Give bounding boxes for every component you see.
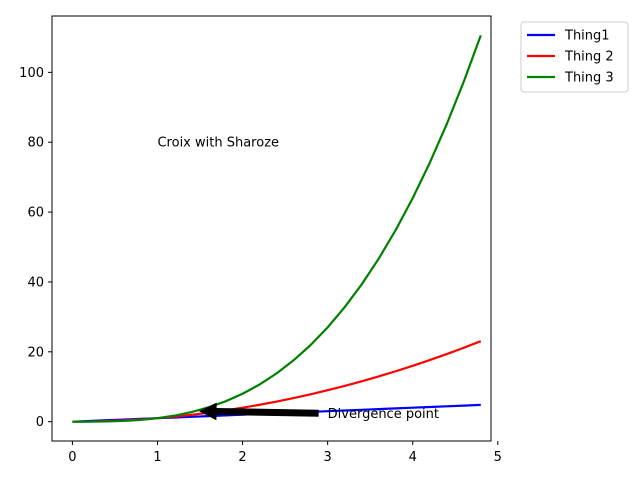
y-tick-label: 20 xyxy=(27,345,44,360)
x-tick-label: 5 xyxy=(494,450,502,465)
y-tick-label: 0 xyxy=(36,415,44,430)
legend-label: Thing1 xyxy=(564,29,610,44)
annotation-text-2: Divergence point xyxy=(328,407,439,422)
annotation-arrow-layer xyxy=(198,402,319,421)
y-tick-label: 40 xyxy=(27,275,44,290)
y-tick-label: 60 xyxy=(27,206,44,221)
plot-frame xyxy=(51,15,492,442)
x-tick-label: 4 xyxy=(409,450,417,465)
x-tick-label: 0 xyxy=(68,450,76,465)
y-tick-label: 100 xyxy=(19,66,44,81)
annotation-arrow-shaft xyxy=(215,407,319,417)
legend-label: Thing 2 xyxy=(564,50,614,65)
x-tick-label: 3 xyxy=(324,450,332,465)
legend-box xyxy=(520,21,629,93)
axis-ticks: 0 1 2 3 4 5 0 20 40 60 80 100 xyxy=(19,66,502,465)
legend: Thing1 Thing 2 Thing 3 xyxy=(520,21,629,93)
annotation-text-1: Croix with Sharoze xyxy=(157,136,279,151)
x-tick-label: 1 xyxy=(153,450,161,465)
legend-label: Thing 3 xyxy=(564,71,614,86)
y-tick-label: 80 xyxy=(27,136,44,151)
annotations: Croix with Sharoze Divergence point xyxy=(157,136,439,422)
annotation-arrow-head xyxy=(198,402,217,421)
x-tick-label: 2 xyxy=(238,450,246,465)
series-line-3 xyxy=(72,34,482,423)
